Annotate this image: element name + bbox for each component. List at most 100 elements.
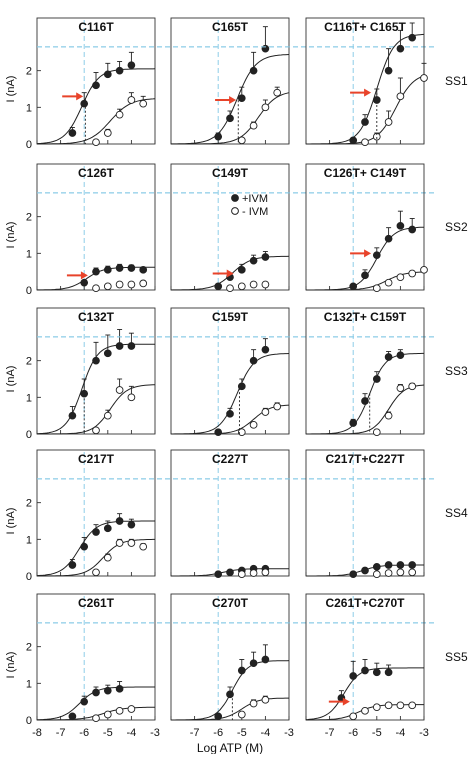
y-axis-label: I (nA) [5, 652, 17, 679]
data-point-plus-ivm [384, 561, 393, 569]
data-point-plus-ivm [103, 265, 112, 274]
data-point-plus-ivm [115, 264, 124, 272]
panel-title: C132T+ C159T [324, 310, 407, 324]
panel-frame [170, 163, 290, 291]
data-point-minus-ivm [361, 706, 369, 715]
data-point-plus-ivm [396, 44, 405, 53]
data-point-minus-ivm [115, 706, 124, 715]
data-point-minus-ivm [384, 118, 393, 126]
data-point-plus-ivm [80, 542, 89, 551]
data-point-plus-ivm [103, 524, 112, 533]
y-axis-label: I (nA) [5, 222, 17, 249]
data-point-plus-ivm [214, 282, 223, 291]
data-point-plus-ivm [396, 351, 405, 360]
data-point-plus-ivm [115, 517, 124, 525]
data-point-plus-ivm [349, 570, 358, 579]
data-point-minus-ivm [237, 570, 246, 579]
fit-curve [37, 384, 155, 435]
x-tick-label: -7 [56, 727, 66, 739]
x-tick-label: -5 [237, 727, 247, 739]
data-point-plus-ivm [372, 375, 381, 383]
data-point-plus-ivm [68, 411, 77, 420]
data-point-plus-ivm [261, 655, 270, 664]
panel-frame [305, 307, 425, 435]
data-point-plus-ivm [103, 349, 112, 358]
data-point-plus-ivm [92, 267, 100, 276]
data-point-minus-ivm [273, 88, 282, 97]
panel-title: C227T [212, 452, 249, 466]
data-point-minus-ivm [115, 386, 124, 394]
panel-title: C159T [212, 310, 249, 324]
data-point-minus-ivm [384, 569, 393, 577]
data-point-plus-ivm [214, 132, 223, 141]
red-arrow-head [226, 269, 234, 278]
panel-title: C217T [78, 452, 115, 466]
x-tick-label: -4 [261, 727, 271, 739]
data-point-plus-ivm [237, 94, 246, 103]
data-point-minus-ivm [349, 712, 358, 721]
data-point-minus-ivm [237, 710, 246, 719]
data-point-minus-ivm [372, 703, 381, 712]
row-label: SS4 [445, 506, 468, 520]
data-point-plus-ivm [249, 659, 258, 668]
fit-curve [171, 697, 289, 721]
x-tick-label: -3 [419, 727, 429, 739]
y-tick-label: 1 [26, 248, 32, 260]
data-point-plus-ivm [372, 96, 381, 104]
data-point-minus-ivm [372, 284, 381, 293]
panel-frame [305, 449, 425, 577]
data-point-minus-ivm [372, 570, 381, 579]
panel-title: C165T [212, 20, 249, 34]
y-tick-label: 2 [26, 66, 32, 78]
data-point-plus-ivm [372, 562, 381, 571]
data-point-minus-ivm [139, 279, 148, 288]
fit-curve [306, 271, 425, 291]
data-point-plus-ivm [68, 129, 77, 137]
x-tick-label: -3 [150, 727, 160, 739]
panel-title: C126T+ C149T [324, 166, 407, 180]
data-point-minus-ivm [127, 539, 136, 547]
data-point-plus-ivm [349, 672, 358, 680]
data-point-plus-ivm [384, 353, 393, 361]
data-point-minus-ivm [261, 103, 270, 112]
data-point-plus-ivm [361, 271, 369, 280]
data-point-plus-ivm [103, 686, 112, 695]
y-tick-label: 1 [26, 678, 32, 690]
data-point-plus-ivm [127, 520, 136, 529]
red-arrow-head [342, 697, 350, 706]
panel-title: C261T [78, 596, 115, 610]
data-point-plus-ivm [214, 570, 223, 579]
data-point-plus-ivm [261, 345, 270, 354]
data-point-minus-ivm [408, 568, 417, 577]
data-point-plus-ivm [237, 382, 246, 391]
data-point-minus-ivm [115, 110, 124, 119]
row-label: SS2 [445, 220, 468, 234]
data-point-minus-ivm [127, 393, 136, 402]
data-point-plus-ivm [214, 428, 223, 437]
data-point-plus-ivm [408, 33, 417, 42]
red-arrow-head [80, 271, 88, 280]
data-point-minus-ivm [273, 402, 282, 411]
data-point-plus-ivm [396, 221, 405, 230]
data-point-plus-ivm [361, 666, 369, 675]
red-arrow-head [229, 96, 237, 104]
y-tick-label: 2 [26, 356, 32, 368]
y-tick-label: 0 [26, 571, 32, 583]
x-tick-label: -6 [348, 727, 358, 739]
data-point-minus-ivm [103, 129, 112, 137]
data-point-plus-ivm [396, 561, 405, 569]
data-point-minus-ivm [103, 553, 112, 562]
fit-curve [171, 404, 290, 435]
x-tick-label: -7 [325, 727, 335, 739]
data-point-plus-ivm [226, 690, 234, 699]
data-point-plus-ivm [139, 265, 148, 274]
fit-curve [37, 538, 155, 577]
x-tick-label: -3 [284, 727, 294, 739]
data-point-minus-ivm [408, 269, 417, 278]
data-point-minus-ivm [396, 273, 405, 282]
data-point-plus-ivm [92, 528, 100, 536]
y-axis-label: I (nA) [5, 76, 17, 103]
data-point-minus-ivm [249, 280, 258, 289]
data-point-minus-ivm [249, 420, 258, 429]
